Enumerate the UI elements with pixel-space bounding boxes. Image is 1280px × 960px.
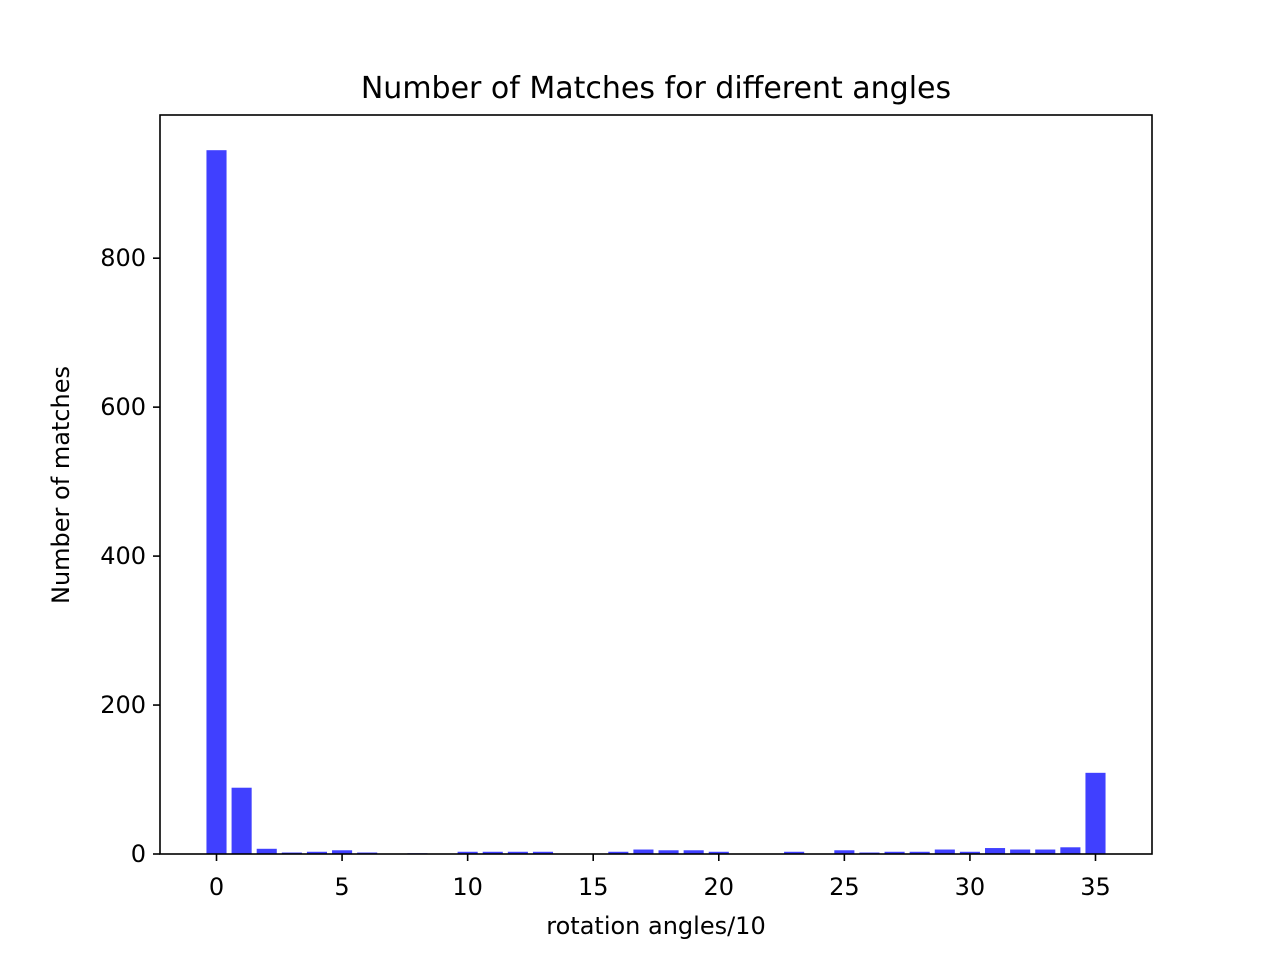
- plot-area-frame: [159, 114, 1153, 855]
- bar-2: [256, 848, 277, 854]
- x-axis-label: rotation angles/10: [546, 912, 765, 940]
- x-tick-label: 10: [452, 873, 483, 901]
- y-tick-label: 400: [100, 542, 146, 570]
- bar-29: [934, 849, 955, 854]
- bar-series: [206, 150, 1106, 854]
- x-tick-label: 0: [209, 873, 224, 901]
- y-tick-label: 600: [100, 393, 146, 421]
- x-tick-label: 30: [955, 873, 986, 901]
- x-tick-label: 5: [334, 873, 349, 901]
- bar-18: [658, 850, 679, 854]
- x-tick-label: 25: [829, 873, 860, 901]
- x-tick-label: 15: [578, 873, 609, 901]
- bar-16: [608, 851, 629, 854]
- bar-20: [708, 851, 729, 854]
- bar-34: [1060, 847, 1081, 854]
- y-axis-label: Number of matches: [47, 366, 75, 604]
- bar-13: [532, 851, 554, 854]
- x-axis-ticks: 0 5 10 15 20 25 30 35: [209, 854, 1111, 901]
- bar-19: [683, 850, 704, 854]
- bar-1: [231, 787, 252, 854]
- bar-31: [984, 848, 1006, 854]
- bar-10: [457, 851, 478, 854]
- y-tick-label: 200: [100, 691, 146, 719]
- y-tick-label: 0: [131, 840, 146, 868]
- bar-25: [834, 850, 855, 854]
- bar-23: [784, 851, 805, 854]
- bar-17: [633, 849, 654, 854]
- bar-33: [1035, 849, 1056, 854]
- bar-0: [206, 150, 227, 854]
- bar-27: [884, 851, 905, 854]
- bar-4: [306, 851, 328, 854]
- y-axis-ticks: 0 200 400 600 800: [100, 244, 160, 868]
- bar-5: [332, 850, 353, 854]
- x-tick-label: 20: [704, 873, 735, 901]
- bar-12: [507, 851, 528, 854]
- bar-35: [1085, 772, 1106, 854]
- y-tick-label: 800: [100, 244, 146, 272]
- chart-title: Number of Matches for different angles: [361, 71, 951, 106]
- x-tick-label: 35: [1080, 873, 1111, 901]
- bar-30: [959, 851, 980, 854]
- bar-32: [1010, 849, 1031, 854]
- bar-28: [909, 851, 930, 854]
- bar-11: [482, 851, 503, 854]
